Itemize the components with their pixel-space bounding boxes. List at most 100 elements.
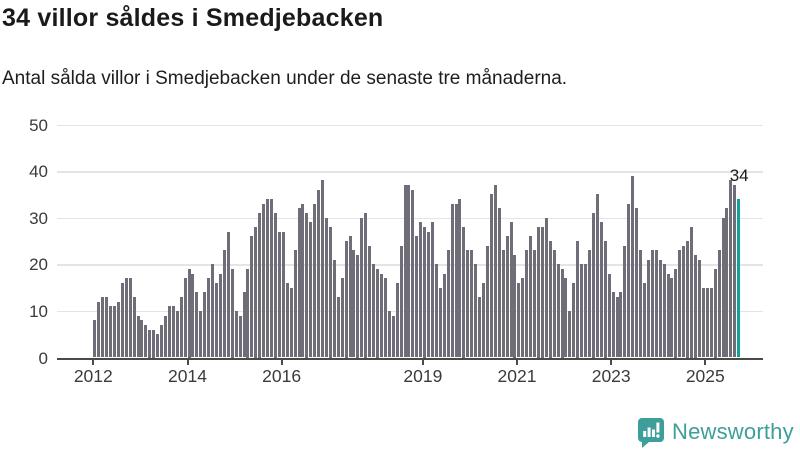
bar xyxy=(658,259,662,358)
bar xyxy=(556,264,560,358)
bar xyxy=(733,185,737,358)
bar xyxy=(525,250,529,358)
bar xyxy=(211,264,215,358)
bar xyxy=(599,222,603,358)
bar xyxy=(222,250,226,358)
bar xyxy=(246,269,250,358)
bar xyxy=(670,278,674,358)
x-tick-2025 xyxy=(704,358,707,365)
bar xyxy=(674,269,678,358)
bar xyxy=(650,250,654,358)
bar xyxy=(694,255,697,358)
bar xyxy=(195,292,199,358)
bar xyxy=(305,213,309,358)
bar xyxy=(262,203,266,358)
bar xyxy=(611,292,615,358)
bar xyxy=(438,287,442,358)
bar xyxy=(379,273,383,358)
bar xyxy=(627,203,631,358)
bar xyxy=(105,296,109,358)
bar xyxy=(615,296,619,358)
bar xyxy=(584,264,587,358)
bar xyxy=(458,199,462,358)
bar xyxy=(521,278,525,358)
bar xyxy=(619,292,623,358)
bar xyxy=(552,250,556,358)
y-tick-label-20: 20 xyxy=(29,255,48,275)
bar xyxy=(466,250,470,358)
bar xyxy=(489,194,493,358)
bar xyxy=(101,296,105,358)
bar xyxy=(116,301,120,358)
bar xyxy=(297,208,301,358)
bar xyxy=(588,250,591,358)
bar xyxy=(607,273,611,358)
bar xyxy=(725,208,729,358)
y-tick-label-40: 40 xyxy=(29,162,48,182)
gridline-50 xyxy=(57,124,763,126)
x-tick-label-2019: 2019 xyxy=(403,366,443,386)
bar xyxy=(631,175,635,358)
bar xyxy=(171,306,175,358)
bar xyxy=(505,236,509,358)
bar xyxy=(285,282,289,358)
bar xyxy=(705,287,709,358)
bar xyxy=(580,264,584,358)
bar xyxy=(164,315,167,358)
bar xyxy=(313,203,317,358)
bar xyxy=(415,236,419,358)
bar xyxy=(191,273,195,358)
bar xyxy=(317,189,321,358)
bar xyxy=(148,329,152,358)
bar xyxy=(462,227,466,358)
bar xyxy=(678,250,682,358)
bar xyxy=(215,282,218,358)
bar xyxy=(548,241,552,358)
bar xyxy=(136,315,140,358)
bar xyxy=(167,306,171,358)
bar xyxy=(112,306,116,358)
bar xyxy=(709,287,713,358)
chart-subtitle: Antal sålda villor i Smedjebacken under … xyxy=(2,68,568,89)
x-tick-label-2012: 2012 xyxy=(73,366,113,386)
bar xyxy=(183,278,187,358)
bar xyxy=(242,292,246,358)
bar xyxy=(328,227,332,358)
bar xyxy=(540,227,544,358)
x-tick-2021 xyxy=(516,358,518,365)
bar xyxy=(395,282,399,358)
x-tick-2023 xyxy=(610,358,613,365)
bar xyxy=(203,292,207,358)
bar xyxy=(419,222,423,358)
bar xyxy=(277,231,281,358)
bar xyxy=(721,217,725,358)
bar xyxy=(321,180,324,358)
highlight-value-label: 34 xyxy=(729,166,749,185)
bar xyxy=(690,227,694,358)
bar xyxy=(281,231,285,358)
brand-name: Newsworthy xyxy=(672,419,794,444)
bar xyxy=(430,222,434,358)
bar xyxy=(544,217,548,358)
bar xyxy=(536,227,540,358)
bar xyxy=(199,310,203,358)
bar xyxy=(144,324,148,358)
bar xyxy=(376,269,379,358)
bar xyxy=(234,310,238,358)
bar xyxy=(360,217,364,358)
bar xyxy=(250,236,254,358)
bar xyxy=(383,278,387,358)
bar xyxy=(207,278,211,358)
bar xyxy=(226,231,230,358)
bar xyxy=(293,250,297,358)
bar xyxy=(560,269,564,358)
bar xyxy=(372,264,375,358)
bar xyxy=(97,301,101,358)
highlight-bar xyxy=(737,199,741,358)
bar xyxy=(336,296,340,358)
bar xyxy=(635,208,639,358)
bar xyxy=(128,278,132,358)
bar xyxy=(187,269,191,358)
